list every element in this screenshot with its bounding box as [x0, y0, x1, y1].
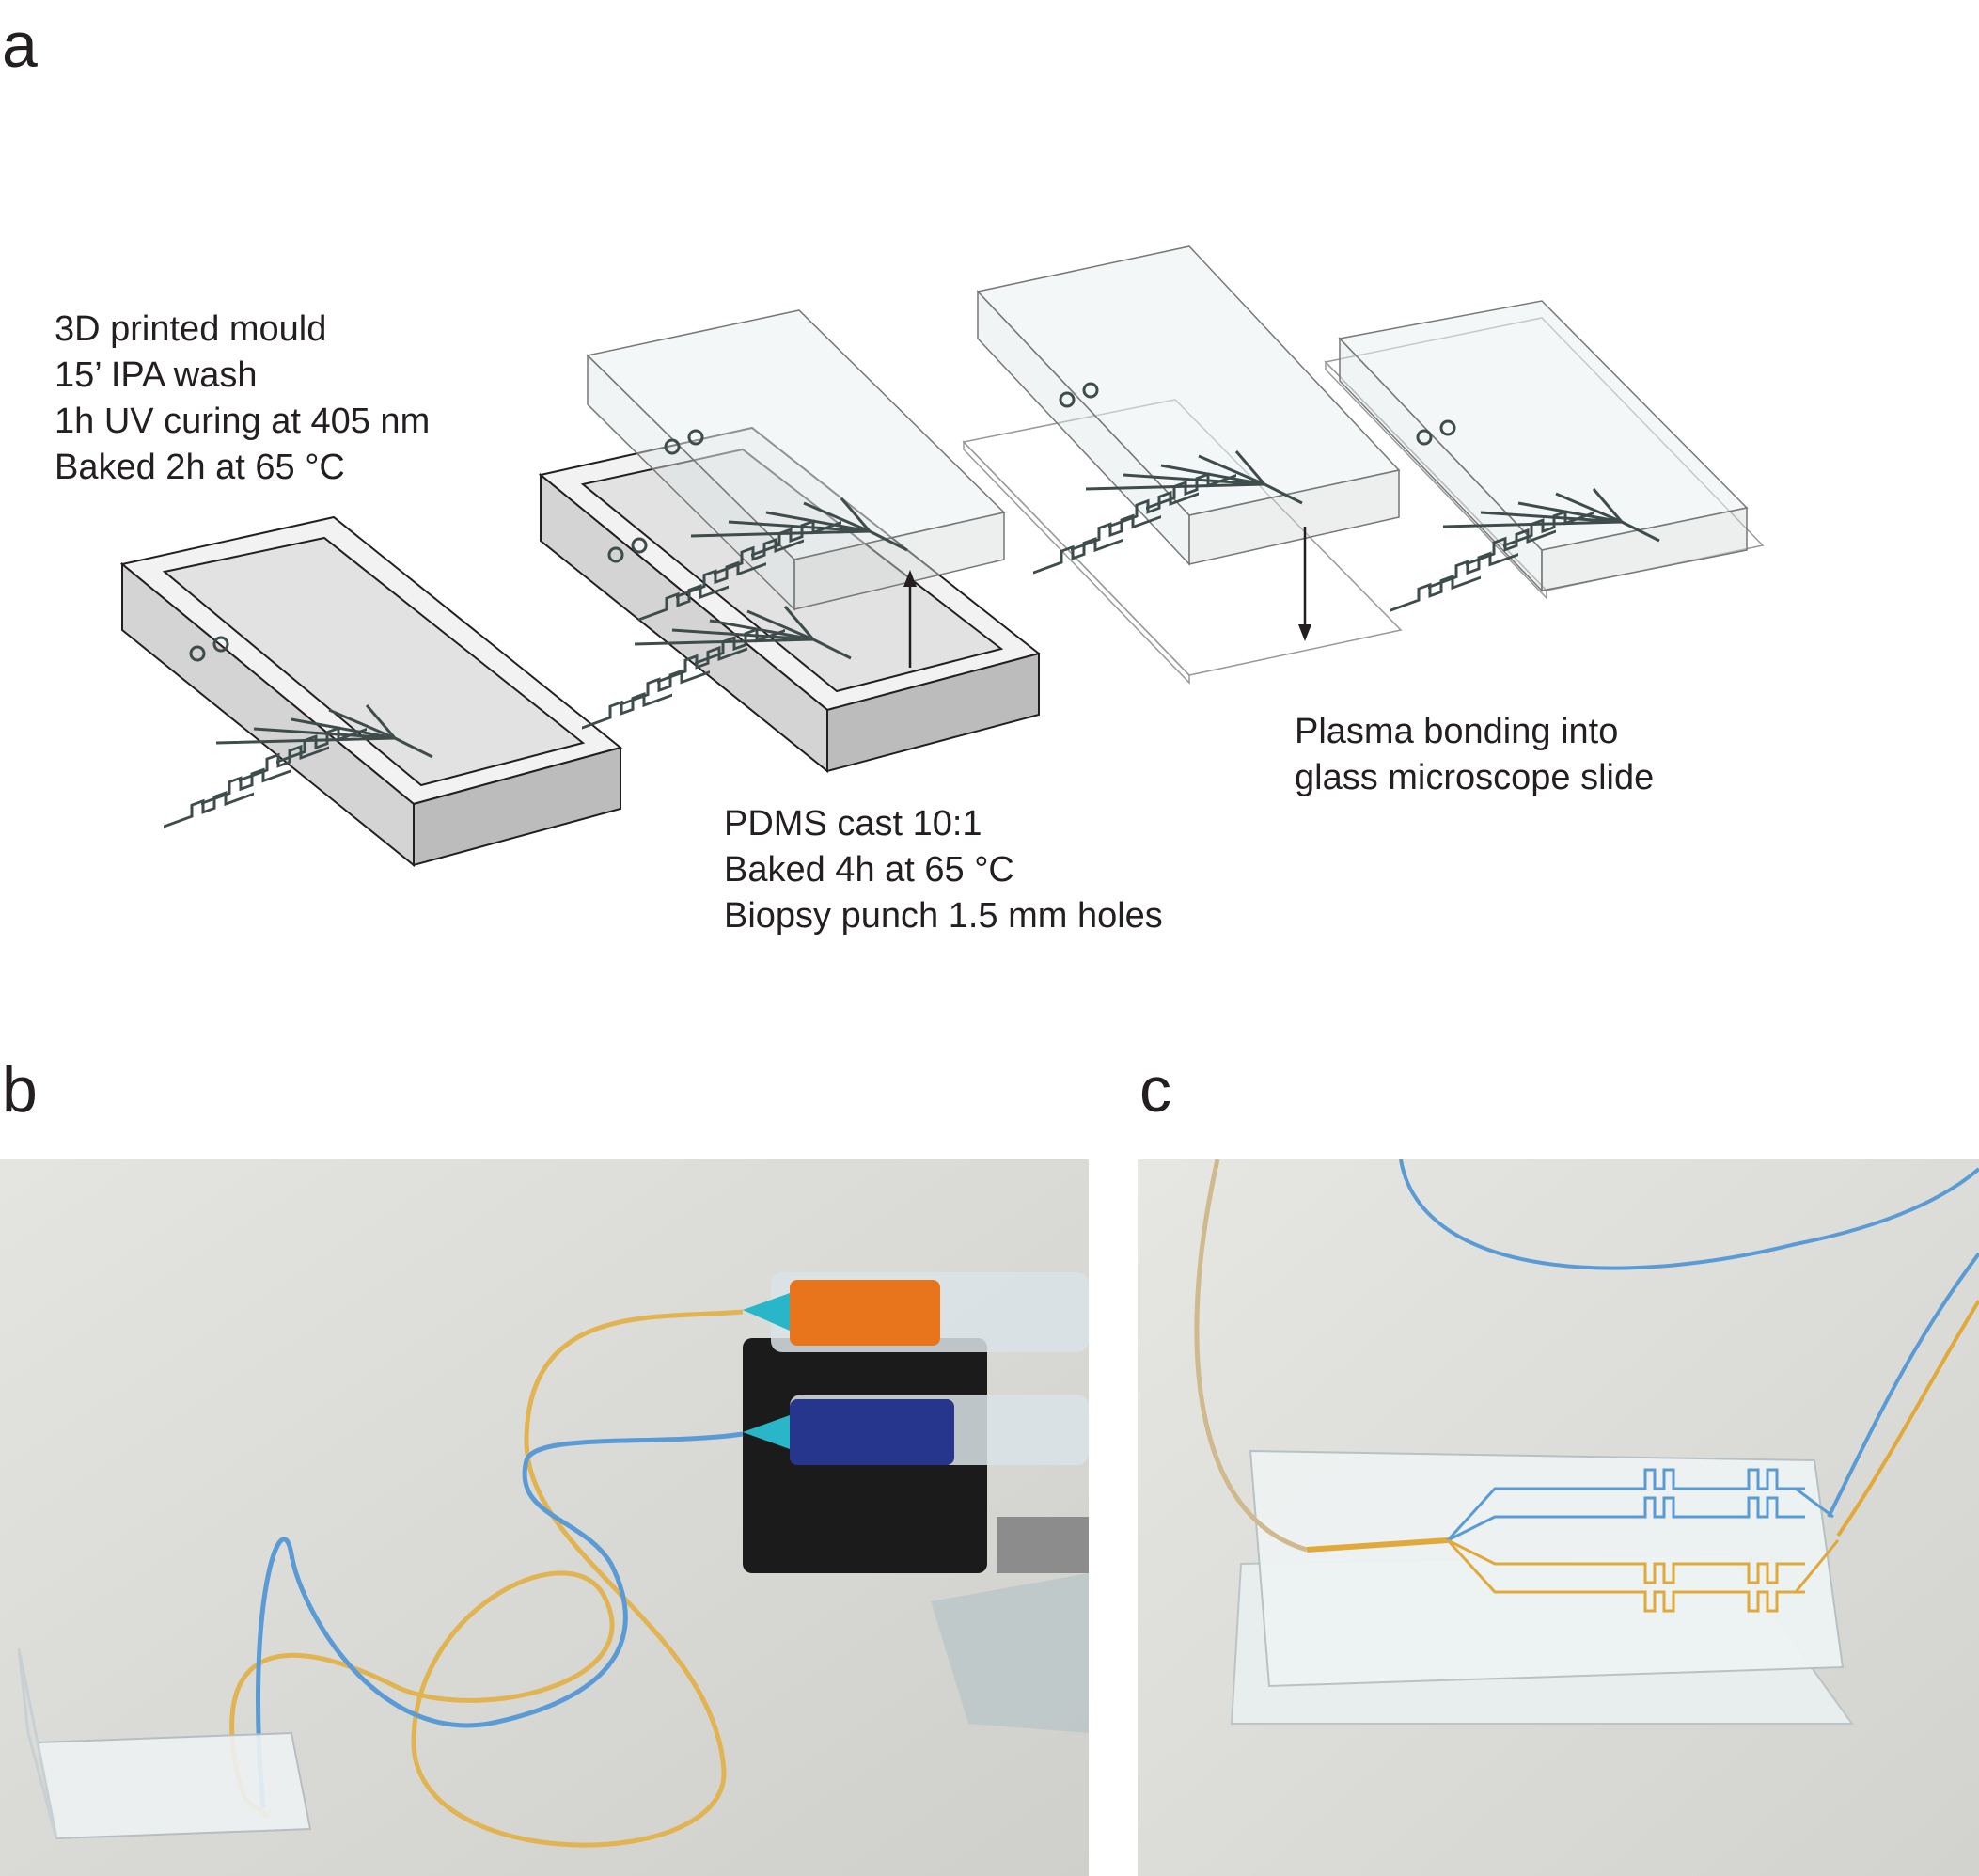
- step-2-line-2: Baked 4h at 65 °C: [724, 850, 1014, 890]
- step-3-line-1: Plasma bonding into: [1295, 712, 1619, 751]
- step-1-line-1: 3D printed mould: [55, 309, 327, 349]
- step-1-line-2: 15’ IPA wash: [55, 355, 258, 395]
- step-3-bonding-text: Plasma bonding into glass microscope sli…: [1295, 709, 1654, 801]
- microfluidic-chip-icon: [17, 1647, 312, 1840]
- step-2-line-3: Biopsy punch 1.5 mm holes: [724, 896, 1163, 936]
- step-1-mould-text: 3D printed mould 15’ IPA wash 1h UV curi…: [55, 307, 430, 491]
- step-2-pdms-text: PDMS cast 10:1 Baked 4h at 65 °C Biopsy …: [724, 801, 1163, 939]
- step-2-line-1: PDMS cast 10:1: [724, 804, 982, 843]
- step-1-line-3: 1h UV curing at 405 nm: [55, 402, 431, 441]
- pdms-chip-icon: [538, 309, 1042, 774]
- syringe-pump-icon: [743, 1272, 1089, 1733]
- panel-label-b: b: [2, 1054, 38, 1126]
- photo-chip-closeup: [1138, 1159, 1979, 1876]
- photo-setup: [0, 1159, 1089, 1876]
- panel-label-c: c: [1139, 1054, 1171, 1126]
- step-3-line-2: glass microscope slide: [1295, 758, 1655, 797]
- fabrication-diagram: [119, 245, 1765, 868]
- bonded-chip-icon: [1324, 300, 1765, 612]
- mould-3d-icon: [119, 515, 623, 868]
- glass-slide-icon: [962, 245, 1403, 685]
- panel-label-a: a: [2, 9, 38, 81]
- step-1-line-4: Baked 2h at 65 °C: [55, 448, 345, 487]
